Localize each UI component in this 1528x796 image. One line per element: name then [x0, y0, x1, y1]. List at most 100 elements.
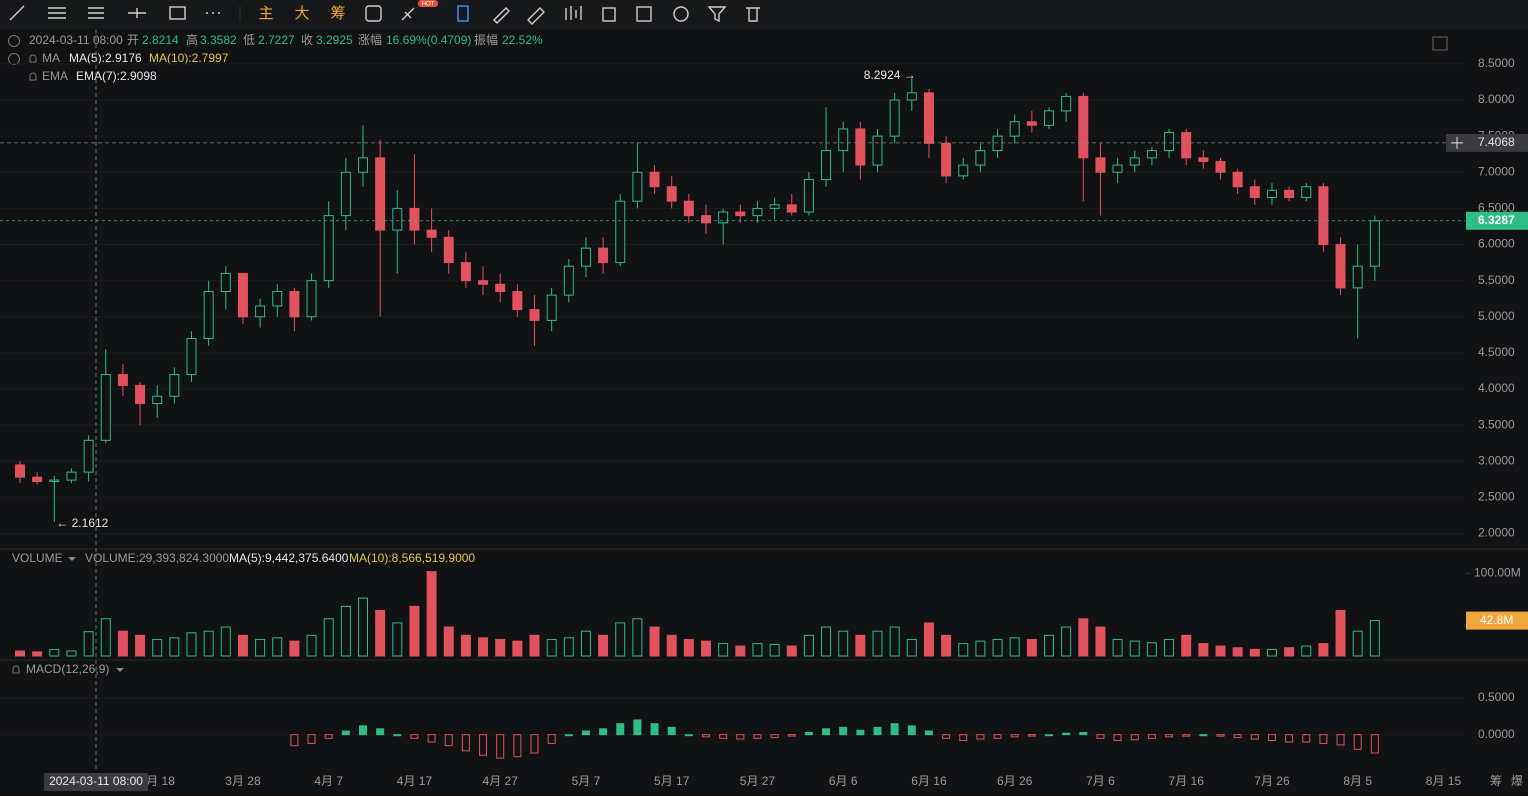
corner-button[interactable]: 筹: [1490, 774, 1502, 788]
candle-body: [1215, 160, 1226, 173]
macd-bar: [770, 734, 779, 739]
macd-bar: [461, 734, 470, 752]
x-tick-label: 6月 26: [997, 774, 1033, 788]
candle-body: [135, 384, 146, 404]
candle-body: [1026, 121, 1037, 126]
macd-bar: [1147, 734, 1156, 739]
macd-title: MACD(12,26,9): [26, 662, 109, 676]
candle-body: [49, 479, 60, 483]
macd-bar: [839, 726, 848, 736]
macd-bar: [324, 734, 333, 739]
volume-bar: [906, 638, 917, 657]
bell-icon[interactable]: [12, 665, 20, 674]
macd-bar: [1319, 734, 1328, 744]
candle-body: [1335, 244, 1346, 289]
tool-line[interactable]: [9, 5, 25, 21]
crosshair-plus: [1451, 136, 1463, 149]
dropdown-icon[interactable]: [116, 668, 124, 672]
macd-bar: [856, 729, 865, 736]
x-tick-label: 5月 17: [654, 774, 690, 788]
macd-bar: [616, 723, 625, 736]
macd-bar: [307, 734, 316, 744]
x-tick-label: 5月 7: [572, 774, 601, 788]
dropdown-icon[interactable]: [68, 557, 76, 561]
stat-label: 涨幅: [358, 32, 382, 47]
macd-bar: [1285, 734, 1294, 743]
macd-bar: [427, 734, 436, 743]
stat-label: 高: [186, 32, 198, 47]
tool-delete[interactable]: [746, 7, 760, 22]
ema7-legend: EMA(7):2.9098: [76, 69, 157, 83]
candle-body: [340, 171, 351, 217]
macd-bar: [341, 730, 350, 736]
volume-bar: [443, 626, 454, 657]
x-tick-label: 8月 15: [1426, 774, 1462, 788]
volume-bar: [340, 605, 351, 657]
x-tick-label: 8月 5: [1343, 774, 1372, 788]
volume-bar: [1369, 620, 1380, 657]
x-tick-label: 7月 16: [1169, 774, 1205, 788]
tool-cross[interactable]: [128, 8, 146, 18]
candle-body: [923, 92, 934, 144]
candle-body: [786, 204, 797, 213]
candle-body: [409, 207, 420, 231]
tool-sync[interactable]: [365, 5, 382, 22]
tool-copy[interactable]: [457, 5, 469, 22]
tool-rect[interactable]: [169, 6, 186, 20]
macd-bar: [1079, 731, 1088, 736]
volume-bar: [1249, 648, 1260, 657]
collapse-icon[interactable]: [8, 53, 20, 65]
candle-body: [1249, 186, 1260, 199]
volume-bar: [1164, 638, 1175, 657]
candle-body: [958, 164, 969, 177]
y-tick-label: 4.5000: [1478, 345, 1515, 359]
tool-edit[interactable]: [636, 6, 652, 22]
volume-bar: [786, 645, 797, 657]
volume-bar: [169, 637, 180, 657]
tool-pen[interactable]: [527, 7, 545, 25]
candle-body: [683, 200, 694, 217]
macd-bar: [599, 728, 608, 736]
volume-bar: [1198, 643, 1209, 657]
stat-value: 16.69%(0.4709): [386, 33, 471, 47]
stat-label: 振幅: [474, 32, 498, 47]
crosshair-time-label: 2024-03-11 08:00: [49, 774, 143, 788]
tool-indicator[interactable]: [401, 7, 415, 21]
tool-filter[interactable]: [707, 6, 727, 23]
stat-value: 2.8214: [142, 33, 179, 47]
volume-tick-label: 100.00M: [1474, 565, 1521, 579]
tool-lock[interactable]: [602, 7, 616, 22]
volume-bar: [152, 638, 163, 657]
volume-bar: [1335, 610, 1346, 657]
volume-bar: [392, 622, 403, 657]
macd-bar: [547, 734, 556, 744]
macd-bar: [822, 728, 831, 736]
y-tick-label: 6.0000: [1478, 237, 1515, 251]
bell-icon[interactable]: [29, 54, 37, 63]
tool-channel[interactable]: [88, 7, 104, 19]
volume-bar: [821, 626, 832, 657]
bell-icon[interactable]: [29, 72, 37, 81]
tool-main[interactable]: 主: [258, 5, 273, 22]
tool-hlines[interactable]: [48, 7, 66, 19]
collapse-icon[interactable]: [8, 35, 20, 47]
tool-big[interactable]: 大: [294, 5, 309, 22]
candle-body: [1146, 150, 1157, 159]
ema-title: EMA: [42, 69, 68, 83]
ma-title: MA: [42, 51, 60, 65]
y-tick-label: 8.5000: [1478, 56, 1515, 70]
y-tick-label: 7.0000: [1478, 164, 1515, 178]
tool-ruler[interactable]: [493, 7, 510, 24]
macd-bar: [1370, 734, 1379, 754]
crosshair-price-tag: [1446, 133, 1528, 152]
corner-button[interactable]: 爆: [1511, 774, 1523, 788]
volume-bar: [255, 638, 266, 657]
tool-candles[interactable]: [565, 6, 582, 20]
macd-bar: [787, 734, 796, 737]
candle-body: [460, 262, 471, 282]
expand-icon[interactable]: [1432, 36, 1448, 51]
volume-bar: [203, 630, 214, 657]
macd-bar: [1233, 734, 1242, 739]
tool-magnet[interactable]: [673, 6, 689, 22]
tool-chip[interactable]: 筹: [330, 5, 345, 22]
